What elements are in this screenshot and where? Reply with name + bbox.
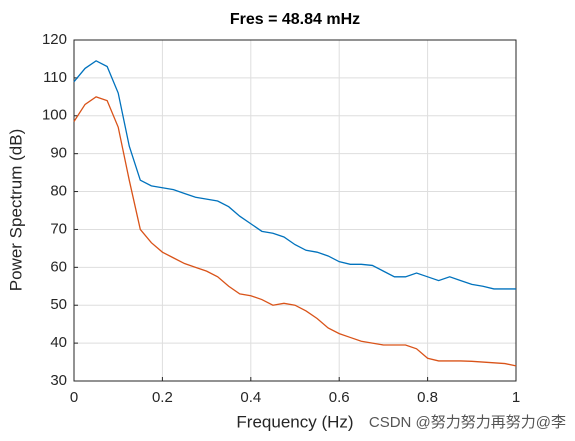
x-tick-label: 1 (512, 389, 520, 406)
y-tick-label: 100 (42, 107, 67, 124)
x-tick-label: 0.6 (329, 389, 350, 406)
y-tick-label: 90 (50, 145, 67, 162)
x-axis-label: Frequency (Hz) (236, 412, 353, 431)
x-tick-label: 0.4 (240, 389, 261, 406)
plot-frame (73, 39, 517, 382)
y-tick-label: 110 (43, 69, 67, 86)
y-tick-label: 80 (50, 183, 67, 200)
x-tick-label: 0.2 (152, 389, 173, 406)
y-tick-label: 30 (50, 372, 67, 389)
data-line (73, 96, 517, 367)
y-tick-label: 50 (50, 296, 67, 313)
y-tick-label: 120 (42, 31, 67, 48)
chart-title: Fres = 48.84 mHz (230, 11, 360, 28)
y-tick-label: 60 (50, 258, 67, 275)
y-tick-label: 40 (50, 334, 67, 351)
y-tick-label: 70 (50, 220, 67, 237)
y-axis-label: Power Spectrum (dB) (6, 129, 25, 292)
watermark: CSDN @努力努力再努力@李 (369, 414, 566, 431)
x-tick-label: 0 (70, 389, 78, 406)
x-tick-label: 0.8 (417, 389, 438, 406)
data-line (73, 60, 516, 290)
